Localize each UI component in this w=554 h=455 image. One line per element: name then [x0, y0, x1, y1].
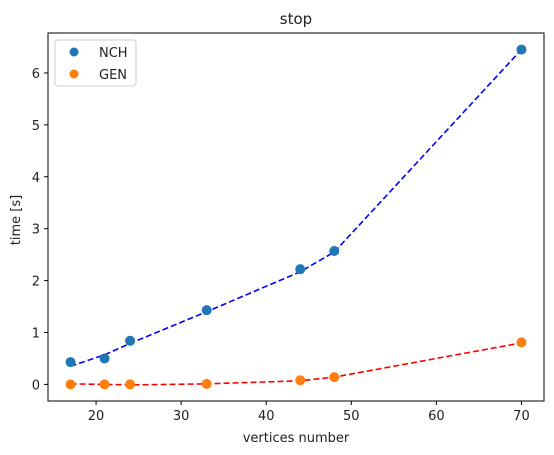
x-tick-label: 50	[343, 409, 360, 424]
y-tick-label: 5	[32, 119, 40, 134]
plot-area	[48, 33, 544, 401]
y-tick-label: 0	[32, 378, 40, 393]
nch-point	[202, 305, 212, 315]
gen-point	[125, 379, 135, 389]
y-axis: 0 1 2 3 4 5 6	[32, 67, 48, 393]
y-tick-label: 3	[32, 223, 40, 238]
x-axis-label: vertices number	[243, 431, 350, 446]
nch-point	[295, 264, 305, 274]
nch-point	[516, 45, 526, 55]
nch-point	[329, 246, 339, 256]
x-tick-label: 60	[428, 409, 445, 424]
y-tick-label: 1	[32, 326, 40, 341]
x-tick-label: 70	[513, 409, 530, 424]
gen-legend-label: GEN	[99, 68, 127, 83]
y-tick-label: 6	[32, 67, 40, 82]
gen-point	[516, 337, 526, 347]
legend: NCH GEN	[55, 40, 136, 86]
chart-title: stop	[280, 10, 312, 28]
y-tick-label: 2	[32, 275, 40, 290]
gen-legend-marker	[70, 70, 79, 79]
x-tick-label: 40	[258, 409, 275, 424]
x-tick-label: 20	[88, 409, 105, 424]
y-axis-label: time [s]	[9, 195, 24, 245]
gen-point	[66, 379, 76, 389]
nch-point	[125, 336, 135, 346]
y-tick-label: 4	[32, 171, 40, 186]
plot-frame	[48, 33, 544, 401]
nch-fit-line	[71, 50, 522, 367]
x-tick-label: 30	[173, 409, 190, 424]
gen-point	[329, 372, 339, 382]
gen-point	[295, 375, 305, 385]
gen-point	[202, 379, 212, 389]
nch-point	[66, 357, 76, 367]
x-axis: 20 30 40 50 60 70	[88, 401, 530, 424]
nch-point	[100, 353, 110, 363]
nch-legend-label: NCH	[99, 46, 128, 61]
gen-point	[100, 379, 110, 389]
nch-legend-marker	[70, 48, 79, 57]
